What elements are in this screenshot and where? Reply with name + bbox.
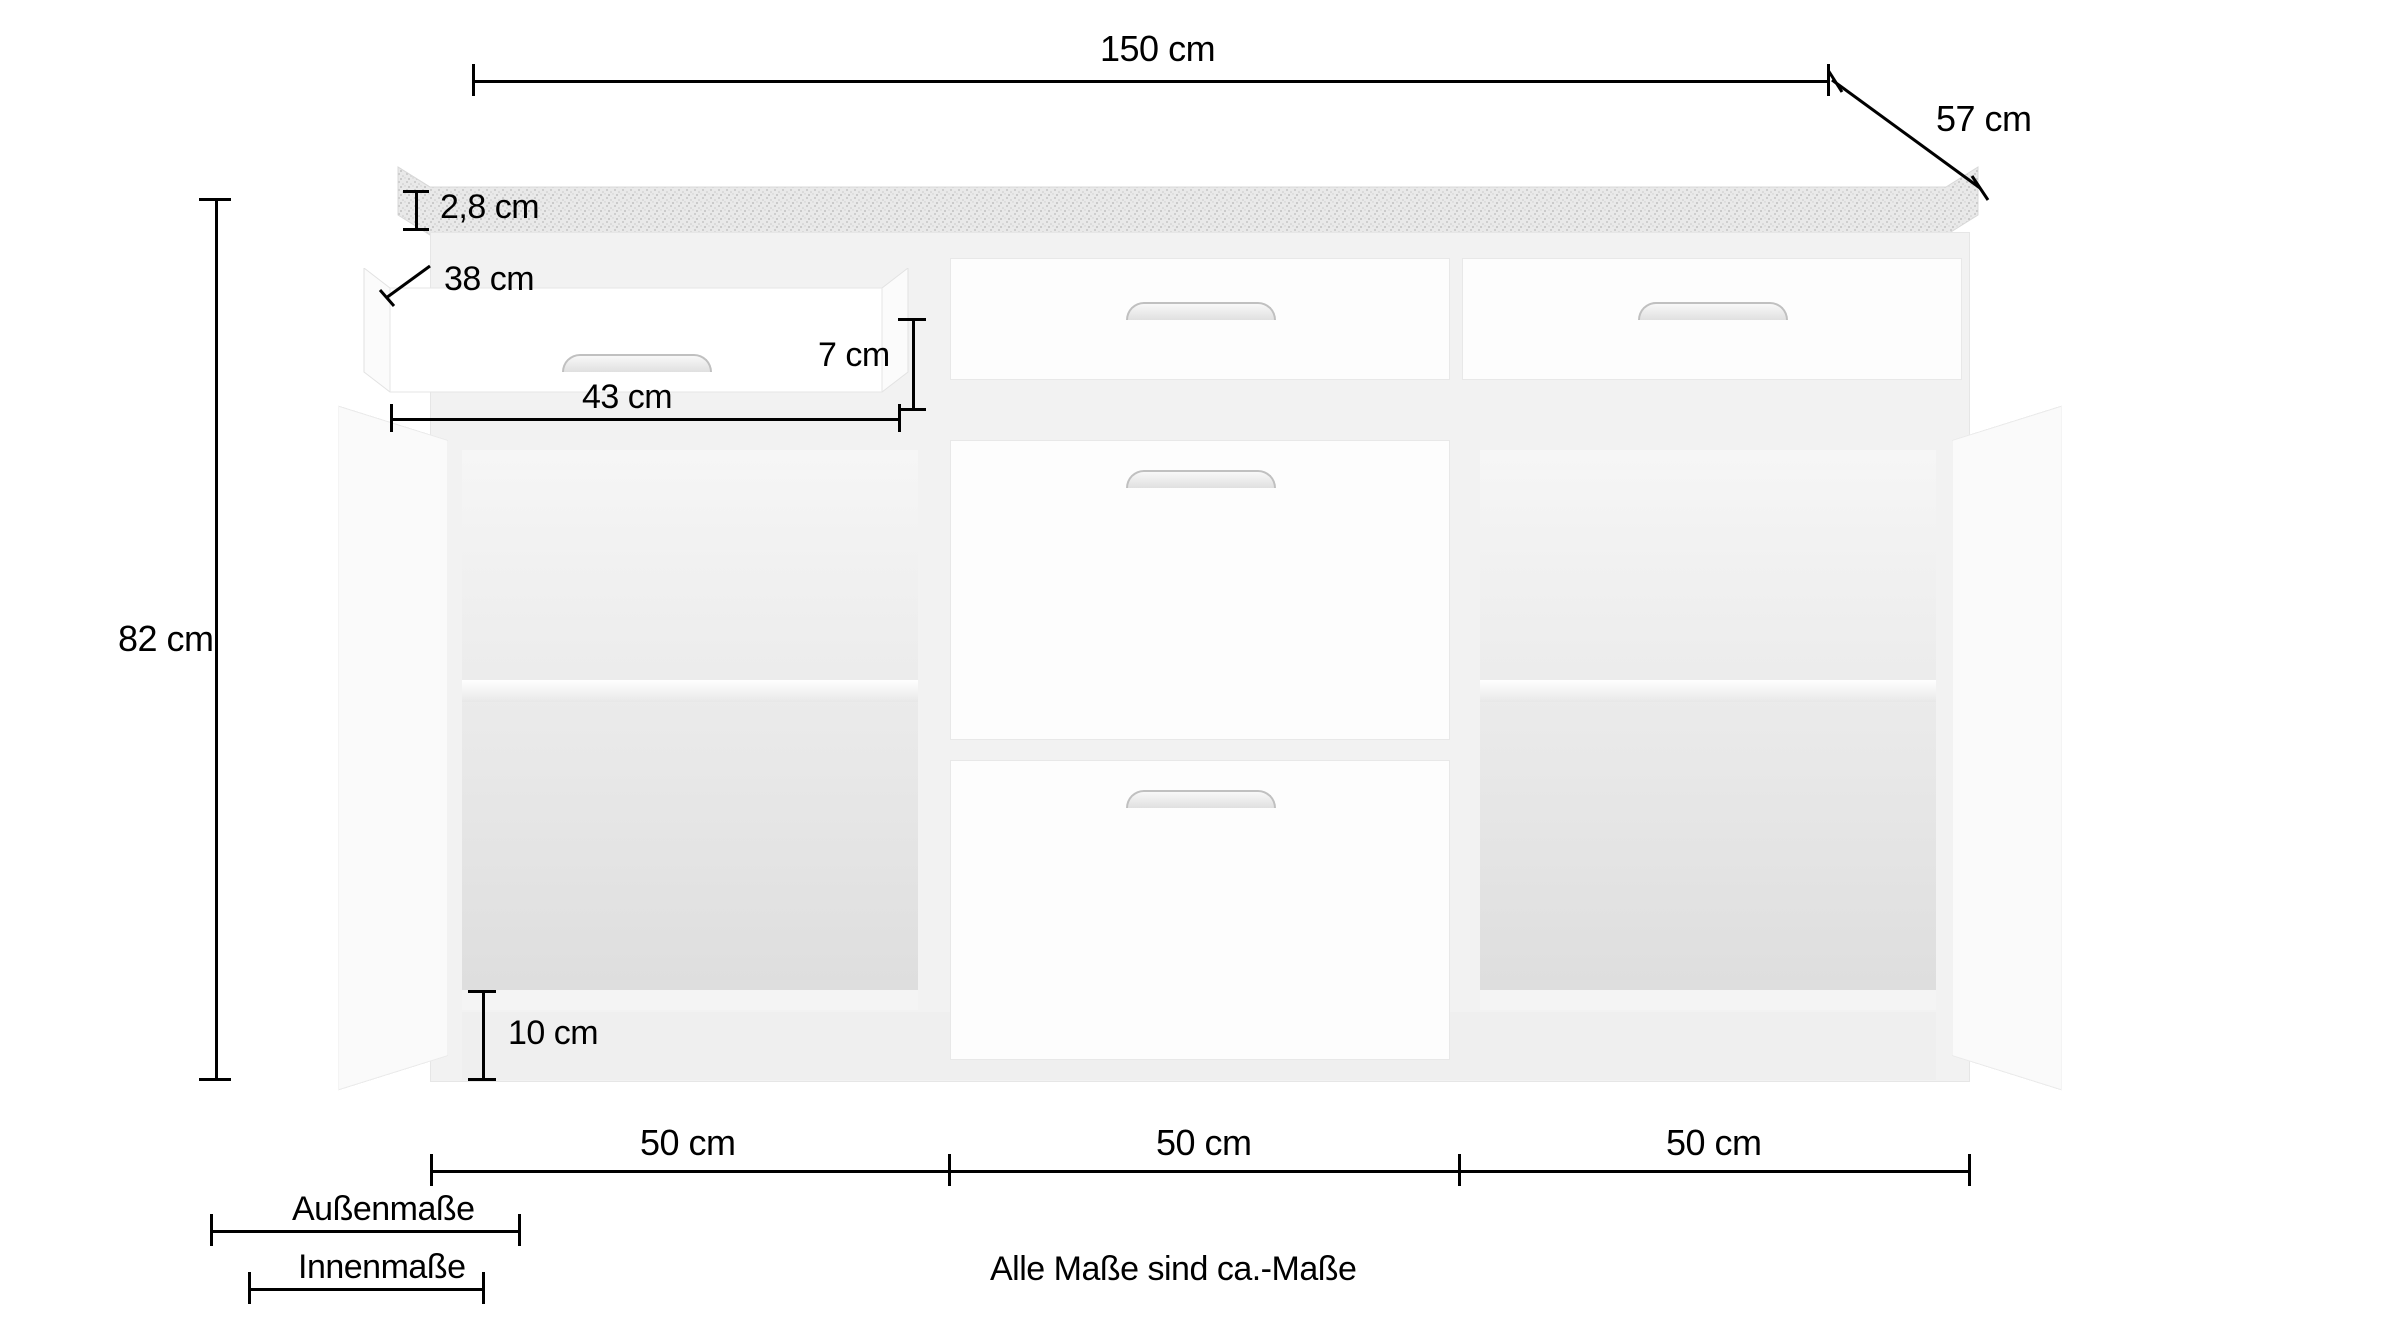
label-mod3: 50 cm: [1666, 1122, 1762, 1164]
dim-tick: [898, 408, 926, 411]
handle-icon: [1126, 302, 1276, 320]
label-footnote: Alle Maße sind ca.-Maße: [990, 1250, 1356, 1289]
legend-inner-line: [248, 1288, 484, 1291]
dim-line-ct-thick: [415, 190, 418, 230]
label-depth: 57 cm: [1936, 98, 2032, 140]
label-mod2: 50 cm: [1156, 1122, 1252, 1164]
handle-icon: [1126, 470, 1276, 488]
label-ct-thick: 2,8 cm: [440, 188, 539, 227]
left-floor: [462, 990, 918, 1010]
handle-icon: [562, 354, 712, 372]
label-legend-outer: Außenmaße: [292, 1190, 475, 1229]
label-mod1: 50 cm: [640, 1122, 736, 1164]
dim-tick: [199, 1078, 231, 1081]
dim-tick: [472, 64, 475, 96]
dim-tick: [518, 1214, 521, 1246]
dim-tick: [898, 404, 901, 432]
left-shelf: [462, 680, 918, 702]
handle-icon: [1126, 790, 1276, 808]
dim-tick: [482, 1272, 485, 1304]
dim-tick: [898, 318, 926, 321]
dim-line-width-top: [472, 80, 1830, 83]
dim-tick: [430, 1154, 433, 1186]
dim-line-plinth: [482, 990, 485, 1080]
dim-line-mod3: [1460, 1170, 1970, 1173]
left-door-open: [338, 406, 448, 1091]
dim-line-mod2: [950, 1170, 1460, 1173]
handle-icon: [1638, 302, 1788, 320]
label-drawer-depth: 38 cm: [444, 260, 534, 299]
right-shelf: [1480, 680, 1936, 702]
right-door-open: [1952, 406, 2062, 1091]
label-drawer-w: 43 cm: [582, 378, 672, 417]
legend-outer-line: [210, 1230, 520, 1233]
label-width-top: 150 cm: [1100, 28, 1215, 70]
right-cupboard-interior: [1480, 450, 1936, 1010]
dim-tick: [403, 228, 429, 231]
right-floor: [1480, 990, 1936, 1010]
label-plinth: 10 cm: [508, 1014, 598, 1053]
dim-tick: [468, 1078, 496, 1081]
dim-tick: [248, 1272, 251, 1304]
left-cupboard-interior: [462, 450, 918, 1010]
label-drawer-h: 7 cm: [818, 336, 890, 375]
label-height: 82 cm: [118, 618, 214, 660]
dim-tick: [1968, 1154, 1971, 1186]
dim-tick: [390, 404, 393, 432]
label-legend-inner: Innenmaße: [298, 1248, 466, 1287]
countertop: [390, 165, 1980, 233]
dim-leader-drawer-depth: [378, 258, 448, 308]
dim-line-drawer-w: [390, 418, 900, 421]
dim-tick: [210, 1214, 213, 1246]
dim-tick: [468, 990, 496, 993]
dim-line-drawer-h: [912, 318, 915, 410]
dim-line-height: [215, 198, 218, 1080]
dim-tick: [403, 190, 429, 193]
dim-tick: [199, 198, 231, 201]
dim-line-mod1: [430, 1170, 950, 1173]
